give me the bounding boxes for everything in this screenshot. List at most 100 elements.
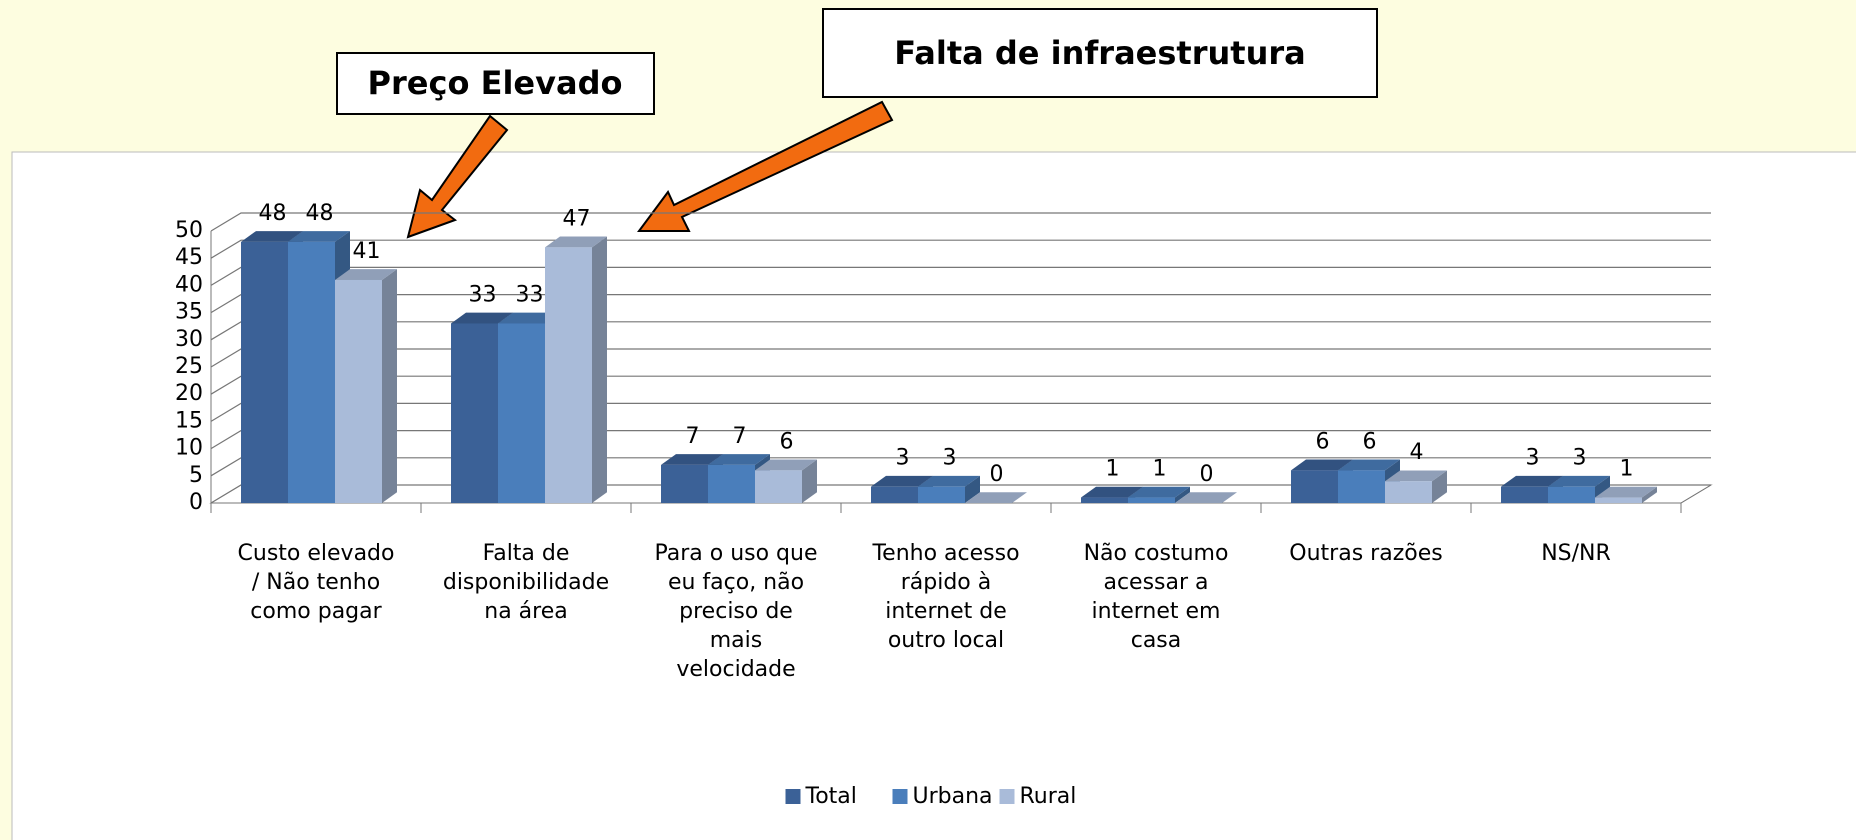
y-tick-label: 30 <box>175 327 203 352</box>
value-label: 33 <box>469 282 497 307</box>
legend-label: Total <box>805 784 857 809</box>
bar <box>1338 459 1400 503</box>
bar-side <box>1432 470 1447 503</box>
bar <box>335 269 397 503</box>
value-label: 3 <box>896 446 910 471</box>
y-tick-label: 35 <box>175 300 203 325</box>
bar <box>918 475 980 503</box>
bar-front <box>241 241 288 503</box>
bar-front <box>755 470 802 503</box>
value-label: 48 <box>259 201 287 226</box>
value-label: 48 <box>306 201 334 226</box>
bar-top <box>661 454 723 465</box>
bar <box>1595 486 1657 503</box>
bar-top <box>708 454 770 465</box>
value-label: 6 <box>1316 429 1330 454</box>
y-tick-label: 5 <box>189 463 203 488</box>
bar-top <box>545 236 607 248</box>
bar-front <box>918 486 965 503</box>
x-tick-label: Tenho acesso rápido à internet de outro … <box>872 541 1020 653</box>
value-label: 6 <box>1363 429 1377 454</box>
bar-side <box>1642 486 1657 503</box>
y-tick-label: 10 <box>175 436 203 461</box>
bar-top <box>871 475 933 487</box>
bar-front <box>545 247 592 503</box>
axis <box>1680 484 1712 504</box>
bar-top <box>1385 470 1447 482</box>
bar-front <box>288 241 335 503</box>
bar-front <box>335 279 382 503</box>
arrow <box>637 100 894 232</box>
value-label: 0 <box>1200 462 1214 487</box>
bar-top <box>288 231 350 242</box>
bar-top <box>1128 486 1190 498</box>
y-tick-label: 20 <box>175 381 203 406</box>
value-label: 41 <box>353 239 381 264</box>
bar-front <box>871 486 918 503</box>
value-label: 3 <box>943 446 957 471</box>
bar-front <box>451 323 498 503</box>
bar-front <box>1385 481 1432 503</box>
value-label: 0 <box>990 462 1004 487</box>
bar-top <box>1291 459 1353 471</box>
bar <box>545 236 607 503</box>
value-label: 6 <box>780 429 794 454</box>
bar-side <box>382 269 397 503</box>
y-tick-label: 15 <box>175 408 203 433</box>
bar-top <box>1595 486 1657 498</box>
y-tick-label: 25 <box>175 354 203 379</box>
bar-top <box>1081 486 1143 498</box>
bar <box>965 492 1027 503</box>
legend-swatch <box>785 789 801 804</box>
bar-front <box>1595 497 1642 503</box>
bar-side <box>1175 486 1190 503</box>
value-label: 47 <box>563 206 591 231</box>
bar-side <box>592 236 607 503</box>
annotation: Preço Elevado <box>368 64 623 102</box>
y-tick-label: 50 <box>175 218 203 243</box>
bar-side <box>802 459 817 503</box>
bar-front <box>1548 486 1595 503</box>
bar-top <box>1548 475 1610 487</box>
bar-front <box>1501 486 1548 503</box>
bar-top <box>335 269 397 280</box>
y-tick-label: 40 <box>175 272 203 297</box>
bar-front <box>708 464 755 503</box>
y-tick-label: 45 <box>175 245 203 270</box>
arrow <box>406 114 509 239</box>
annotation: Falta de infraestrutura <box>894 34 1305 72</box>
x-tick-label: Falta de disponibilidade na área <box>442 541 610 624</box>
value-label: 4 <box>1410 440 1424 465</box>
x-tick-label: Não costumo acessar a internet em casa <box>1083 541 1229 653</box>
legend-label: Rural <box>1020 784 1077 809</box>
bar-top <box>918 475 980 487</box>
legend-label: Urbana <box>913 784 993 809</box>
value-label: 1 <box>1620 457 1634 482</box>
bar <box>1175 492 1237 503</box>
bar <box>1128 486 1190 503</box>
x-tick-label: Custo elevado / Não tenho como pagar <box>237 541 395 624</box>
value-label: 1 <box>1106 457 1120 482</box>
bar <box>1385 470 1447 503</box>
bar-side <box>965 475 980 503</box>
bar-front <box>498 323 545 503</box>
grid-line <box>210 239 1711 259</box>
legend-swatch <box>892 789 908 804</box>
bar-top <box>498 312 560 324</box>
bar <box>755 459 817 503</box>
x-tick-label: Outras razões <box>1289 541 1443 566</box>
legend-swatch <box>999 789 1015 804</box>
bar-top <box>451 312 513 324</box>
bar-top <box>965 492 1027 503</box>
value-label: 7 <box>686 424 700 449</box>
bar-front <box>1081 497 1128 503</box>
x-tick-label: Para o uso que eu faço, não preciso de m… <box>654 541 818 682</box>
x-tick-label: NS/NR <box>1541 541 1611 566</box>
bar-top <box>241 231 303 242</box>
bar-front <box>1338 470 1385 503</box>
value-label: 3 <box>1526 446 1540 471</box>
value-label: 1 <box>1153 457 1167 482</box>
bar-front <box>661 464 708 503</box>
